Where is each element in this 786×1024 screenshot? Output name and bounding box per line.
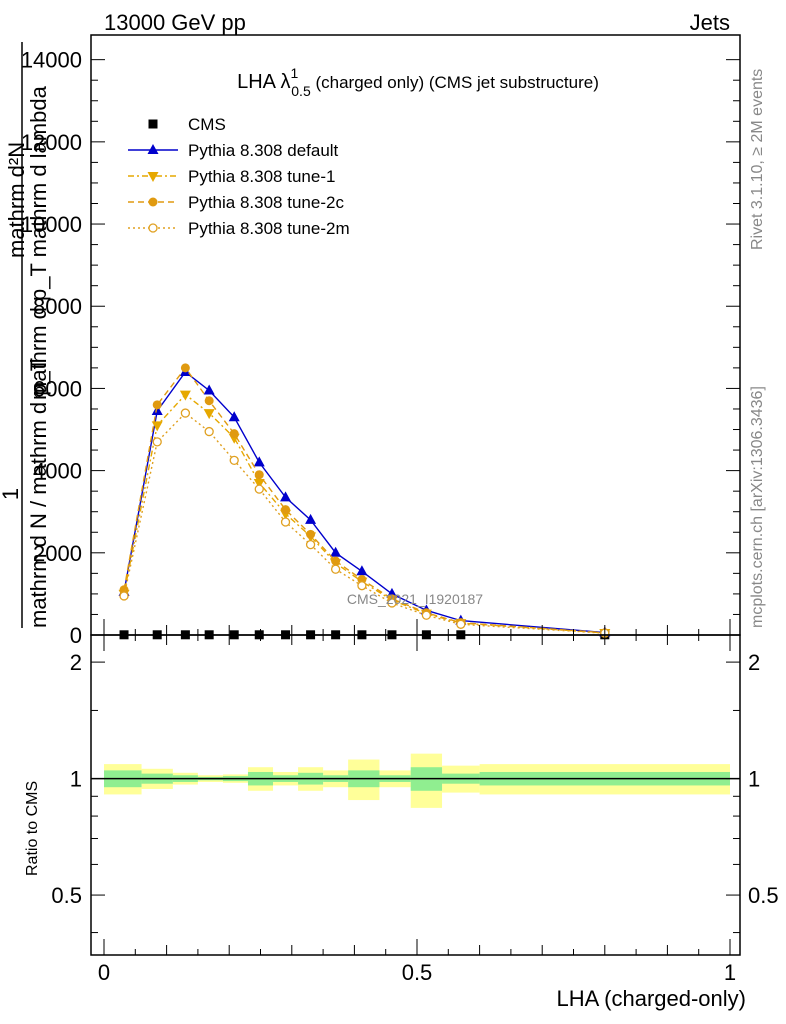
data-point [152, 400, 162, 410]
data-point [180, 363, 190, 373]
data-point [147, 144, 159, 154]
title-rest: (charged only) (CMS jet substructure) [311, 73, 599, 92]
data-point [229, 455, 239, 465]
x-tick-label: 0.5 [402, 960, 433, 985]
series-line [123, 393, 605, 634]
data-point [253, 456, 265, 467]
data-point [305, 539, 316, 550]
series-line [123, 366, 605, 634]
data-point [180, 408, 191, 418]
data-point [229, 429, 239, 439]
data-point [151, 421, 163, 432]
data-point [356, 565, 368, 576]
data-point [330, 564, 341, 574]
data-point [421, 610, 432, 620]
y-tick-label: 12000 [21, 130, 82, 155]
legend-label: Pythia 8.308 tune-1 [188, 167, 335, 186]
data-point [203, 384, 215, 395]
legend-item: Pythia 8.308 tune-1 [128, 167, 335, 186]
y-tick-label: 0 [70, 623, 82, 648]
data-point [179, 390, 191, 401]
ratio-y-tick-label-right: 2 [748, 650, 760, 675]
legend-item: Pythia 8.308 default [128, 141, 339, 160]
y-tick-label: 4000 [33, 459, 82, 484]
data-point [387, 598, 397, 608]
y-tick-label: 10000 [21, 212, 82, 237]
ylabel-denominator-inner: mathrm d p_T mathrm d lambda [26, 85, 51, 400]
legend-item: Pythia 8.308 tune-2c [128, 193, 344, 212]
data-point [119, 591, 129, 601]
data-point [357, 581, 367, 591]
ratio-ylabel: Ratio to CMS [24, 781, 41, 876]
y-tick-label: 2000 [33, 541, 82, 566]
data-point [148, 197, 158, 207]
data-point [456, 619, 466, 629]
data-point [148, 223, 158, 233]
x-tick-label: 0 [98, 960, 110, 985]
y-tick-label: 6000 [33, 376, 82, 401]
analysis-watermark: CMS_2021_I1920187 [347, 591, 483, 607]
ratio-y-tick-label: 0.5 [51, 883, 82, 908]
ylabel-numerator: mathrm d²N [4, 142, 29, 258]
header-left: 13000 GeV pp [104, 10, 246, 35]
data-point [331, 556, 341, 566]
legend-label: Pythia 8.308 tune-2m [188, 219, 350, 238]
data-point [330, 546, 342, 557]
title-sup: 1 [290, 65, 298, 81]
legend: CMS Pythia 8.308 default Pythia 8.308 tune… [128, 115, 350, 238]
header-right: Jets [690, 10, 730, 35]
legend-label: CMS [188, 115, 226, 134]
y-tick-label: 14000 [21, 48, 82, 73]
title-sub: 0.5 [291, 83, 311, 99]
data-point [305, 513, 317, 524]
data-point [254, 470, 264, 480]
series-line [123, 412, 605, 634]
data-point [204, 396, 214, 406]
legend-label: Pythia 8.308 tune-2c [188, 193, 344, 212]
data-point [151, 405, 163, 416]
x-tick-label: 1 [724, 960, 736, 985]
plot-title: LHA λ1 0.5 (charged only) (CMS jet substr… [237, 65, 599, 99]
data-point [280, 491, 292, 502]
legend-item: CMS [148, 115, 226, 134]
ticks-layer [91, 59, 740, 955]
ratio-frame [90, 634, 741, 956]
ratio-y-tick-label: 2 [70, 650, 82, 675]
data-point [253, 478, 265, 489]
data-point [203, 409, 215, 420]
xlabel: LHA (charged-only) [556, 986, 746, 1011]
data-point [204, 426, 214, 437]
data-point [281, 505, 291, 515]
legend-label: Pythia 8.308 default [188, 141, 339, 160]
data-point [228, 411, 240, 422]
y-tick-label: 8000 [33, 294, 82, 319]
ylabel-denominator: mathrm d N / mathrm d p_T [26, 358, 51, 628]
title-main: LHA λ [237, 71, 290, 93]
ratio-y-tick-label-right: 1 [748, 767, 760, 792]
data-point [147, 172, 159, 182]
data-point [148, 119, 158, 129]
data-point [152, 437, 162, 447]
mcplots-label: mcplots.cern.ch [arXiv:1306.3436] [749, 386, 766, 628]
data-point [280, 517, 291, 527]
ratio-y-tick-label-right: 0.5 [748, 883, 779, 908]
ratio-y-tick-label: 1 [70, 767, 82, 792]
rivet-label: Rivet 3.1.10, ≥ 2M events [749, 69, 766, 250]
data-point [306, 529, 316, 539]
ylabel-one: 1 [0, 488, 23, 500]
legend-item: Pythia 8.308 tune-2m [128, 219, 350, 238]
tick-labels-layer: 0 2000 4000 6000 8000 10000 12000 14000 0 0.5 1 0.5… [21, 48, 779, 985]
data-point [254, 484, 264, 494]
